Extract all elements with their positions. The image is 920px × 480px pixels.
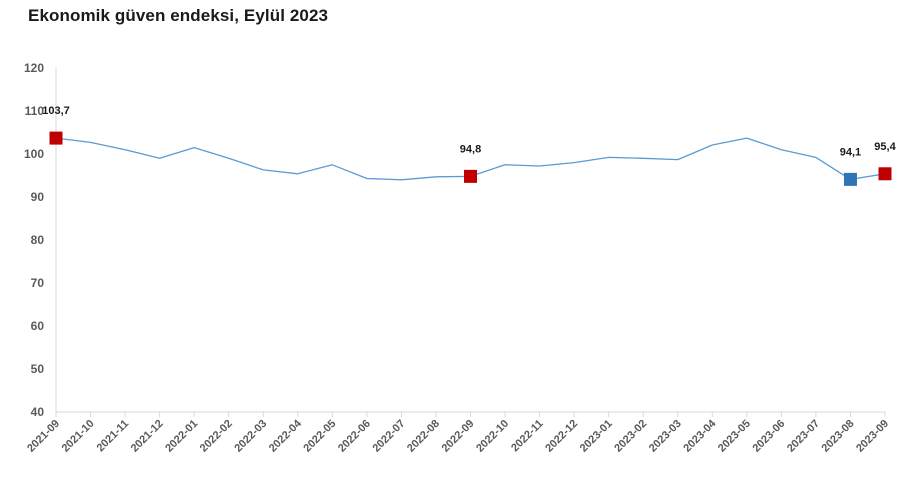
x-tick-label: 2023-09 <box>854 418 891 455</box>
data-label: 94,8 <box>460 143 481 155</box>
data-label: 95,4 <box>874 141 896 153</box>
x-tick-label: 2022-03 <box>232 418 269 455</box>
x-tick-label: 2022-10 <box>474 418 511 455</box>
x-tick-label: 2023-04 <box>681 417 719 455</box>
x-tick-label: 2022-07 <box>371 418 408 455</box>
highlight-marker <box>843 172 857 186</box>
y-tick-label: 100 <box>24 147 44 161</box>
y-tick-label: 90 <box>31 190 45 204</box>
x-tick-label: 2023-07 <box>785 418 822 455</box>
x-tick-label: 2023-05 <box>716 418 753 455</box>
highlight-marker <box>878 167 892 181</box>
y-tick-label: 70 <box>31 276 45 290</box>
x-tick-label: 2022-12 <box>543 418 580 455</box>
x-tick-label: 2023-08 <box>820 418 857 455</box>
y-tick-label: 110 <box>25 104 45 118</box>
x-tick-label: 2023-02 <box>612 418 649 455</box>
x-tick-label: 2023-06 <box>750 418 787 455</box>
y-tick-label: 120 <box>24 61 44 75</box>
data-label: 103,7 <box>42 105 70 117</box>
chart-title: Ekonomik güven endeksi, Eylül 2023 <box>28 6 329 25</box>
x-tick-label: 2022-11 <box>509 418 546 455</box>
y-tick-label: 50 <box>31 362 45 376</box>
x-tick-label: 2021-09 <box>25 418 62 455</box>
x-tick-label: 2022-06 <box>336 418 373 455</box>
x-tick-label: 2022-05 <box>301 418 338 455</box>
x-tick-label: 2023-03 <box>647 418 684 455</box>
data-label: 94,1 <box>840 146 861 158</box>
x-tick-label: 2022-02 <box>198 418 235 455</box>
x-tick-label: 2021-12 <box>129 418 166 455</box>
y-tick-label: 80 <box>31 233 45 247</box>
x-tick-label: 2022-01 <box>163 418 200 455</box>
y-tick-label: 40 <box>31 405 45 419</box>
x-tick-label: 2022-08 <box>405 418 442 455</box>
x-tick-label: 2022-09 <box>440 418 477 455</box>
y-tick-label: 60 <box>31 319 45 333</box>
x-tick-label: 2021-10 <box>60 418 97 455</box>
x-tick-label: 2023-01 <box>578 418 615 455</box>
x-tick-label: 2021-11 <box>95 418 132 455</box>
highlight-marker <box>49 131 63 145</box>
highlight-marker <box>464 169 477 183</box>
x-tick-label: 2022-04 <box>267 417 305 455</box>
